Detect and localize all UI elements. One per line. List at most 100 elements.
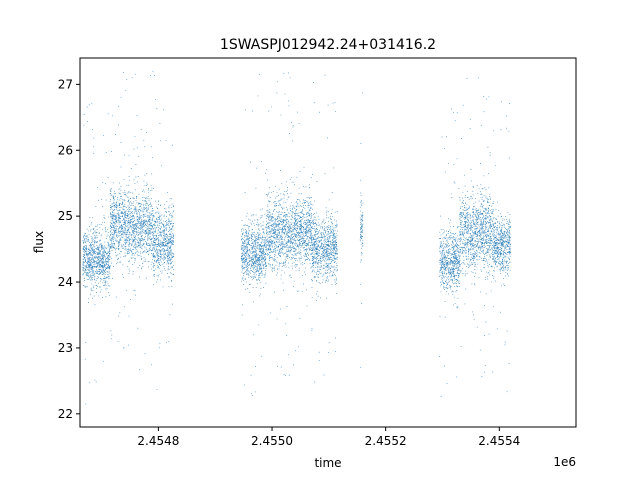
data-point (112, 246, 114, 248)
data-point (86, 255, 88, 257)
data-point (110, 226, 112, 228)
data-point (166, 222, 168, 223)
data-point (144, 224, 146, 226)
data-point (90, 254, 92, 256)
data-point (292, 205, 294, 206)
data-point (97, 247, 98, 249)
data-point (278, 212, 280, 214)
data-point (295, 205, 297, 207)
data-point (124, 228, 126, 230)
data-point (149, 219, 151, 221)
data-point (94, 240, 96, 242)
data-point (283, 214, 285, 216)
data-point (263, 232, 265, 234)
data-point (137, 234, 139, 236)
data-point (164, 248, 165, 250)
data-point (136, 241, 138, 243)
data-point (292, 267, 293, 269)
data-point (241, 247, 243, 249)
data-point (255, 265, 256, 267)
data-point (256, 269, 258, 271)
data-point (264, 254, 266, 256)
data-point (124, 216, 126, 218)
data-point (117, 225, 118, 227)
data-point (112, 237, 114, 239)
data-point (304, 259, 306, 261)
data-point (100, 246, 102, 248)
data-point (105, 277, 107, 279)
data-point (138, 202, 140, 204)
data-point (147, 238, 149, 240)
data-point (118, 229, 120, 231)
data-point (130, 215, 132, 217)
data-point (110, 206, 112, 208)
data-point (145, 230, 147, 232)
data-point (260, 244, 261, 246)
data-point (170, 254, 172, 256)
data-point (120, 261, 122, 263)
data-point (169, 228, 171, 230)
data-point (122, 277, 124, 279)
data-point (146, 221, 148, 223)
data-point (143, 204, 145, 206)
data-point (89, 276, 91, 278)
data-point (281, 251, 283, 253)
data-point (123, 178, 125, 180)
data-point (275, 205, 277, 207)
data-point (144, 219, 146, 221)
data-point (86, 267, 88, 269)
data-point (266, 220, 268, 222)
data-point (89, 264, 91, 266)
data-point (134, 227, 136, 229)
data-point (279, 237, 281, 239)
data-point (149, 215, 151, 217)
data-point (152, 231, 154, 233)
data-point (276, 229, 278, 231)
data-point (109, 238, 111, 240)
data-point (301, 221, 302, 223)
data-point (163, 253, 165, 255)
data-point (251, 236, 252, 238)
data-point (252, 286, 254, 288)
data-point (118, 220, 120, 222)
data-point (99, 253, 101, 255)
data-point (259, 268, 261, 270)
data-point (299, 205, 301, 207)
data-point (118, 105, 119, 107)
data-point (254, 250, 256, 252)
data-point (134, 219, 136, 221)
data-point (94, 276, 96, 278)
data-point (295, 217, 297, 219)
data-point (164, 261, 165, 263)
data-point (280, 250, 282, 252)
data-point (130, 235, 132, 237)
data-point (286, 306, 288, 307)
data-point (158, 347, 160, 349)
data-point (285, 323, 287, 325)
data-point (241, 261, 243, 263)
data-point (299, 224, 301, 226)
data-point (135, 224, 137, 226)
data-point (272, 245, 274, 247)
data-point (168, 231, 169, 232)
data-point (163, 244, 164, 246)
data-point (167, 269, 169, 271)
data-point (142, 214, 144, 216)
data-point (257, 265, 259, 267)
data-point (258, 243, 260, 245)
chart-title: 1SWASPJ012942.24+031416.2 (220, 37, 436, 53)
data-point (94, 237, 96, 239)
data-point (301, 216, 303, 218)
data-point (135, 258, 136, 260)
data-point (286, 209, 288, 211)
data-point (84, 358, 86, 360)
data-point (308, 232, 310, 234)
data-point (170, 247, 172, 249)
data-point (242, 238, 243, 239)
data-point (128, 227, 130, 229)
data-point (134, 206, 136, 208)
data-point (111, 238, 113, 240)
data-point (160, 257, 162, 259)
data-point (260, 242, 262, 244)
data-point (139, 226, 141, 228)
